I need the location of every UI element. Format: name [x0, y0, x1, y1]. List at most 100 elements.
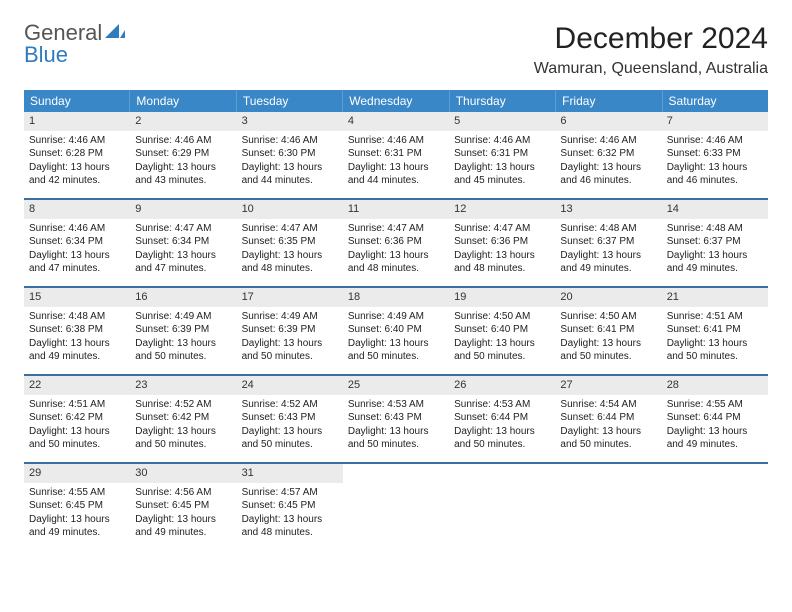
month-title: December 2024: [534, 22, 768, 56]
day-number: 1: [24, 112, 130, 131]
day-number: 30: [130, 464, 236, 483]
day-number: 5: [449, 112, 555, 131]
day-number: 26: [449, 376, 555, 395]
sunrise-text: Sunrise: 4:46 AM: [348, 134, 444, 148]
sunrise-text: Sunrise: 4:46 AM: [667, 134, 763, 148]
daylight-text: Daylight: 13 hours: [242, 161, 338, 175]
daylight-text: Daylight: 13 hours: [29, 337, 125, 351]
brand-logo: General Blue: [24, 22, 127, 66]
day-cell: 27Sunrise: 4:54 AMSunset: 6:44 PMDayligh…: [555, 376, 661, 462]
daylight-text: Daylight: 13 hours: [560, 161, 656, 175]
daylight-text: Daylight: 13 hours: [135, 249, 231, 263]
sunrise-text: Sunrise: 4:46 AM: [29, 222, 125, 236]
sunset-text: Sunset: 6:32 PM: [560, 147, 656, 161]
sunset-text: Sunset: 6:31 PM: [454, 147, 550, 161]
daylight-text: and 49 minutes.: [667, 438, 763, 452]
daylight-text: and 50 minutes.: [560, 438, 656, 452]
day-cell: 26Sunrise: 4:53 AMSunset: 6:44 PMDayligh…: [449, 376, 555, 462]
sunset-text: Sunset: 6:30 PM: [242, 147, 338, 161]
header: General Blue December 2024 Wamuran, Quee…: [24, 22, 768, 78]
day-cell-empty: [449, 464, 555, 550]
sunset-text: Sunset: 6:34 PM: [29, 235, 125, 249]
sunrise-text: Sunrise: 4:53 AM: [348, 398, 444, 412]
daylight-text: Daylight: 13 hours: [242, 513, 338, 527]
sunset-text: Sunset: 6:45 PM: [29, 499, 125, 513]
day-cell: 16Sunrise: 4:49 AMSunset: 6:39 PMDayligh…: [130, 288, 236, 374]
day-cell: 28Sunrise: 4:55 AMSunset: 6:44 PMDayligh…: [662, 376, 768, 462]
day-number: 9: [130, 200, 236, 219]
day-number: 11: [343, 200, 449, 219]
daylight-text: Daylight: 13 hours: [242, 249, 338, 263]
day-number: 3: [237, 112, 343, 131]
day-cell: 10Sunrise: 4:47 AMSunset: 6:35 PMDayligh…: [237, 200, 343, 286]
daylight-text: Daylight: 13 hours: [29, 161, 125, 175]
daylight-text: Daylight: 13 hours: [242, 425, 338, 439]
daylight-text: Daylight: 13 hours: [135, 425, 231, 439]
daylight-text: and 46 minutes.: [667, 174, 763, 188]
sunset-text: Sunset: 6:45 PM: [242, 499, 338, 513]
day-number: 29: [24, 464, 130, 483]
sunset-text: Sunset: 6:37 PM: [667, 235, 763, 249]
daylight-text: and 48 minutes.: [242, 526, 338, 540]
daylight-text: Daylight: 13 hours: [454, 249, 550, 263]
day-cell: 4Sunrise: 4:46 AMSunset: 6:31 PMDaylight…: [343, 112, 449, 198]
day-number: 4: [343, 112, 449, 131]
day-cell-empty: [555, 464, 661, 550]
sunrise-text: Sunrise: 4:55 AM: [667, 398, 763, 412]
day-number: 7: [662, 112, 768, 131]
sunset-text: Sunset: 6:39 PM: [135, 323, 231, 337]
week-row: 29Sunrise: 4:55 AMSunset: 6:45 PMDayligh…: [24, 464, 768, 550]
sunset-text: Sunset: 6:40 PM: [348, 323, 444, 337]
daylight-text: and 43 minutes.: [135, 174, 231, 188]
daylight-text: Daylight: 13 hours: [29, 249, 125, 263]
sunrise-text: Sunrise: 4:50 AM: [454, 310, 550, 324]
sunset-text: Sunset: 6:44 PM: [560, 411, 656, 425]
day-cell: 2Sunrise: 4:46 AMSunset: 6:29 PMDaylight…: [130, 112, 236, 198]
weekday-header: Friday: [556, 90, 662, 112]
day-cell: 31Sunrise: 4:57 AMSunset: 6:45 PMDayligh…: [237, 464, 343, 550]
sunrise-text: Sunrise: 4:51 AM: [667, 310, 763, 324]
weekday-header-row: SundayMondayTuesdayWednesdayThursdayFrid…: [24, 90, 768, 112]
day-cell: 13Sunrise: 4:48 AMSunset: 6:37 PMDayligh…: [555, 200, 661, 286]
calendar-page: General Blue December 2024 Wamuran, Quee…: [0, 0, 792, 572]
sunset-text: Sunset: 6:38 PM: [29, 323, 125, 337]
sunset-text: Sunset: 6:45 PM: [135, 499, 231, 513]
sunset-text: Sunset: 6:43 PM: [348, 411, 444, 425]
daylight-text: and 49 minutes.: [560, 262, 656, 276]
sunset-text: Sunset: 6:39 PM: [242, 323, 338, 337]
sunrise-text: Sunrise: 4:51 AM: [29, 398, 125, 412]
day-cell-empty: [343, 464, 449, 550]
weekday-header: Saturday: [663, 90, 768, 112]
day-cell: 22Sunrise: 4:51 AMSunset: 6:42 PMDayligh…: [24, 376, 130, 462]
daylight-text: and 50 minutes.: [560, 350, 656, 364]
daylight-text: and 50 minutes.: [348, 438, 444, 452]
day-cell: 14Sunrise: 4:48 AMSunset: 6:37 PMDayligh…: [662, 200, 768, 286]
daylight-text: and 50 minutes.: [667, 350, 763, 364]
weekday-header: Tuesday: [237, 90, 343, 112]
daylight-text: and 47 minutes.: [135, 262, 231, 276]
day-cell: 8Sunrise: 4:46 AMSunset: 6:34 PMDaylight…: [24, 200, 130, 286]
sunrise-text: Sunrise: 4:49 AM: [135, 310, 231, 324]
daylight-text: Daylight: 13 hours: [135, 513, 231, 527]
day-number: 27: [555, 376, 661, 395]
day-number: 2: [130, 112, 236, 131]
sunrise-text: Sunrise: 4:52 AM: [242, 398, 338, 412]
daylight-text: Daylight: 13 hours: [667, 249, 763, 263]
daylight-text: Daylight: 13 hours: [454, 425, 550, 439]
sunset-text: Sunset: 6:35 PM: [242, 235, 338, 249]
sunset-text: Sunset: 6:28 PM: [29, 147, 125, 161]
day-number: 25: [343, 376, 449, 395]
calendar-grid: 1Sunrise: 4:46 AMSunset: 6:28 PMDaylight…: [24, 112, 768, 550]
daylight-text: Daylight: 13 hours: [242, 337, 338, 351]
day-number: 17: [237, 288, 343, 307]
week-row: 1Sunrise: 4:46 AMSunset: 6:28 PMDaylight…: [24, 112, 768, 200]
daylight-text: and 44 minutes.: [242, 174, 338, 188]
daylight-text: and 50 minutes.: [242, 438, 338, 452]
day-cell: 11Sunrise: 4:47 AMSunset: 6:36 PMDayligh…: [343, 200, 449, 286]
sunrise-text: Sunrise: 4:46 AM: [242, 134, 338, 148]
week-row: 22Sunrise: 4:51 AMSunset: 6:42 PMDayligh…: [24, 376, 768, 464]
daylight-text: and 42 minutes.: [29, 174, 125, 188]
sunset-text: Sunset: 6:44 PM: [454, 411, 550, 425]
sunset-text: Sunset: 6:33 PM: [667, 147, 763, 161]
day-number: 6: [555, 112, 661, 131]
